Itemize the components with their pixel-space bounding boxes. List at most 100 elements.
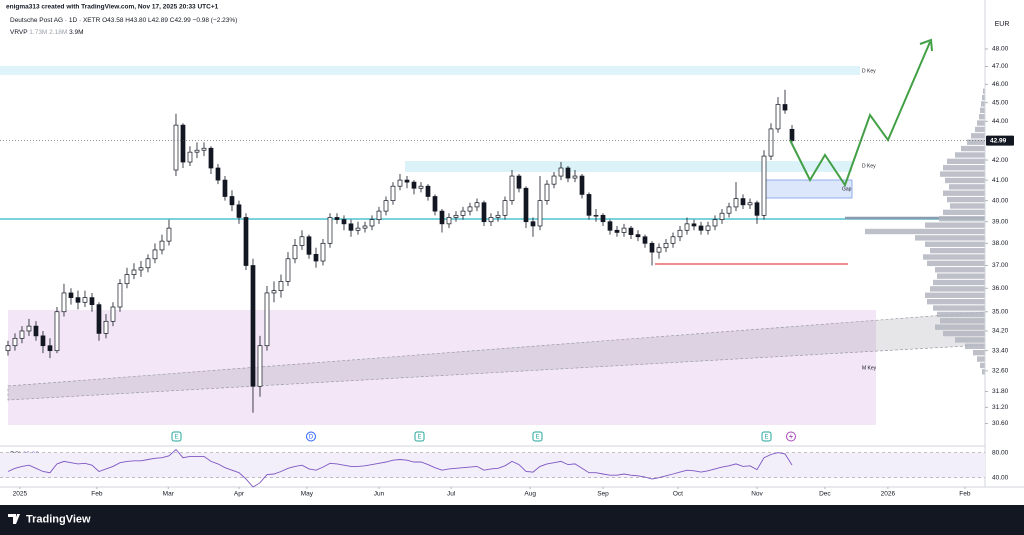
annotation: Gap bbox=[842, 186, 852, 192]
candle-body bbox=[628, 227, 634, 235]
y-tick-label: 36.00 bbox=[992, 285, 1009, 292]
volume-bar bbox=[961, 145, 985, 152]
volume-bar bbox=[977, 356, 985, 362]
candle-body bbox=[19, 330, 25, 339]
y-tick-label: 38.00 bbox=[992, 240, 1009, 247]
event-marker[interactable] bbox=[414, 431, 425, 442]
candle-body bbox=[481, 202, 487, 223]
logo bbox=[8, 514, 20, 524]
y-tick-label: 30.60 bbox=[992, 420, 1009, 427]
candle-body bbox=[33, 325, 39, 337]
candle-body bbox=[166, 227, 172, 242]
symbol: Deutsche Post AG · 1D · XETR bbox=[10, 17, 101, 24]
candle-body bbox=[754, 202, 760, 216]
event-label: E bbox=[174, 435, 178, 441]
candle-body bbox=[579, 175, 585, 195]
event-label: E bbox=[764, 435, 768, 441]
candle-body bbox=[334, 217, 340, 220]
rsi-line bbox=[7, 448, 793, 488]
volume-bar bbox=[927, 298, 985, 305]
candle-body bbox=[404, 179, 410, 183]
volume-bar bbox=[977, 120, 985, 126]
volume-bar bbox=[949, 184, 985, 190]
attribution: enigma313 created with TradingView.com, … bbox=[6, 4, 219, 11]
candle-body bbox=[229, 196, 235, 206]
candle-body bbox=[110, 306, 116, 322]
candle-body bbox=[320, 242, 326, 262]
candle-body bbox=[572, 175, 578, 179]
candle-body bbox=[467, 206, 473, 212]
candle-body bbox=[257, 345, 263, 387]
volume-bar bbox=[950, 203, 985, 209]
footer bbox=[0, 505, 1024, 535]
candle-body bbox=[586, 194, 592, 216]
ohlc-value: L42.89 bbox=[148, 17, 168, 24]
indicator-legend: VRVP 1.73M 2.18M 3.9M bbox=[10, 29, 84, 36]
annotation: D Key bbox=[862, 68, 876, 74]
event-marker[interactable] bbox=[532, 431, 543, 442]
candle-body bbox=[558, 167, 564, 177]
candle-body bbox=[215, 167, 221, 181]
candle-body bbox=[26, 325, 32, 332]
volume-bar bbox=[940, 318, 985, 324]
candle-body bbox=[789, 128, 795, 142]
candle-body bbox=[621, 227, 627, 233]
candle-body bbox=[593, 214, 599, 217]
candle-body bbox=[222, 179, 228, 197]
x-tick-label: Feb bbox=[959, 491, 971, 498]
candle-body bbox=[425, 185, 431, 197]
volume-bar bbox=[943, 209, 985, 216]
candle-body bbox=[614, 229, 620, 233]
candle-body bbox=[341, 219, 347, 225]
rsi-band bbox=[0, 452, 985, 478]
volume-bar bbox=[971, 133, 985, 139]
indicator-value: 1.73M bbox=[29, 29, 47, 36]
volume-bar bbox=[973, 349, 985, 356]
candle-body bbox=[12, 337, 18, 347]
candle-body bbox=[495, 214, 501, 218]
volume-bar bbox=[980, 107, 985, 114]
volume-bar bbox=[939, 216, 985, 222]
event-marker[interactable] bbox=[761, 431, 772, 442]
volume-bar bbox=[933, 279, 985, 286]
candle-body bbox=[719, 212, 725, 220]
volume-bar bbox=[981, 101, 985, 107]
candle-body bbox=[544, 183, 550, 201]
event-marker[interactable] bbox=[306, 431, 316, 442]
candle-body bbox=[285, 258, 291, 282]
volume-bar bbox=[935, 267, 985, 273]
candle-body bbox=[656, 247, 662, 253]
candle-body bbox=[530, 221, 536, 227]
volume-bar bbox=[980, 362, 985, 369]
candle-body bbox=[649, 242, 655, 253]
indicator-value: 3.9M bbox=[69, 29, 83, 36]
candle-body bbox=[474, 202, 480, 208]
candle-body bbox=[131, 269, 137, 275]
y-tick-label: 37.00 bbox=[992, 262, 1009, 269]
candle-body bbox=[432, 196, 438, 212]
y-tick-label: 32.60 bbox=[992, 368, 1009, 375]
candle-body bbox=[264, 292, 270, 347]
y-tick-label: 40.00 bbox=[992, 474, 1009, 481]
y-tick-label: 40.00 bbox=[992, 197, 1009, 204]
candle-body bbox=[124, 274, 130, 285]
candle-body bbox=[516, 175, 522, 189]
ohlc-value: C42.99 bbox=[170, 17, 191, 24]
candle-body bbox=[5, 345, 11, 352]
volume-bar bbox=[925, 292, 985, 298]
candle-body bbox=[271, 290, 277, 294]
volume-bar bbox=[943, 190, 985, 196]
candle-body bbox=[208, 147, 214, 169]
candle-body bbox=[54, 311, 60, 352]
candle-body bbox=[677, 229, 683, 238]
indicator-value: 2.18M bbox=[49, 29, 67, 36]
candle-body bbox=[145, 258, 151, 269]
event-marker[interactable] bbox=[171, 431, 182, 442]
candle-body bbox=[376, 210, 382, 220]
candle-body bbox=[740, 198, 746, 206]
candle-body bbox=[292, 245, 298, 260]
volume-bar bbox=[937, 311, 985, 318]
candle-body bbox=[712, 219, 718, 227]
volume-bar bbox=[923, 254, 985, 260]
logo bbox=[13, 514, 16, 517]
